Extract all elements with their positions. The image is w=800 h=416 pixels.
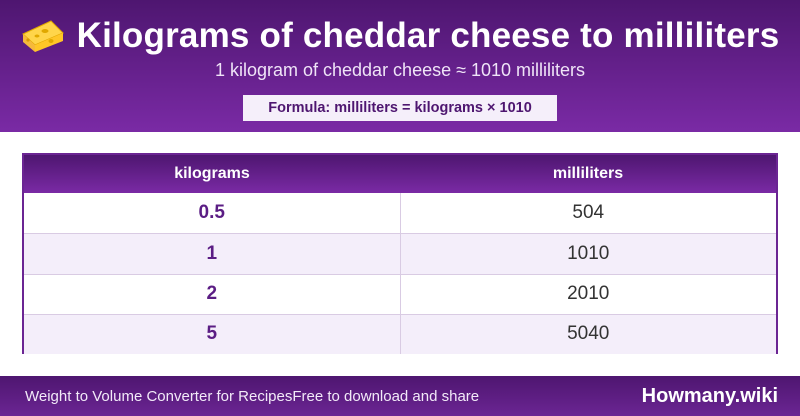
cell-kilograms: 2 bbox=[24, 274, 401, 314]
cell-milliliters: 5040 bbox=[567, 323, 610, 345]
table-row: 0.5 504 bbox=[24, 193, 776, 234]
title-row: Kilograms of cheddar cheese to millilite… bbox=[0, 12, 800, 60]
table-header: kilograms milliliters bbox=[24, 155, 776, 193]
cell-kilograms: 0.5 bbox=[24, 193, 401, 234]
table-row: 5 5040 bbox=[24, 313, 776, 354]
cheese-icon bbox=[21, 18, 65, 54]
footer-bar: Weight to Volume Converter for Recipes Fr… bbox=[0, 376, 800, 416]
conversion-table: kilograms milliliters 0.5 504 1 1010 2 2… bbox=[22, 153, 778, 354]
footer-text: Weight to Volume Converter for Recipes Fr… bbox=[25, 376, 479, 416]
header-banner: Kilograms of cheddar cheese to millilite… bbox=[0, 0, 800, 132]
cell-milliliters: 1010 bbox=[567, 242, 610, 264]
table-body: 0.5 504 1 1010 2 2010 5 5040 bbox=[24, 193, 776, 354]
footer-converter-name: Weight to Volume Converter for Recipes bbox=[25, 387, 293, 405]
cell-milliliters: 504 bbox=[572, 202, 605, 224]
cell-kilograms: 5 bbox=[24, 314, 401, 354]
conversion-subtitle: 1 kilogram of cheddar cheese ≈ 1010 mill… bbox=[214, 60, 586, 80]
cell-milliliters: 2010 bbox=[567, 283, 610, 305]
cell-kilograms: 1 bbox=[24, 234, 401, 274]
column-header-kilograms: kilograms bbox=[174, 165, 250, 182]
table-row: 1 1010 bbox=[24, 233, 776, 274]
formula-box: Formula: milliliters = kilograms × 1010 bbox=[243, 95, 557, 121]
footer-share-note: Free to download and share bbox=[292, 387, 480, 405]
page-title: Kilograms of cheddar cheese to millilite… bbox=[76, 16, 780, 55]
table-row: 2 2010 bbox=[24, 273, 776, 314]
brand-logo[interactable]: Howmany.wiki bbox=[641, 384, 778, 407]
column-header-milliliters: milliliters bbox=[552, 165, 624, 182]
